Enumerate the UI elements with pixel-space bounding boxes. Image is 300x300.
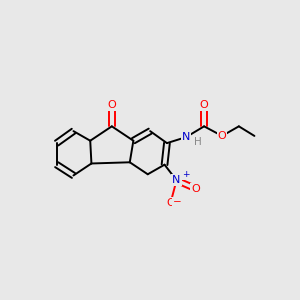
Text: O: O xyxy=(200,100,208,110)
Text: O: O xyxy=(191,184,200,194)
Text: O: O xyxy=(107,100,116,110)
Text: O: O xyxy=(218,131,226,141)
Text: N: N xyxy=(182,132,190,142)
Text: N: N xyxy=(172,175,181,185)
Text: H: H xyxy=(194,137,202,147)
Text: +: + xyxy=(182,170,189,179)
Text: O: O xyxy=(166,198,175,208)
Text: −: − xyxy=(173,197,182,207)
